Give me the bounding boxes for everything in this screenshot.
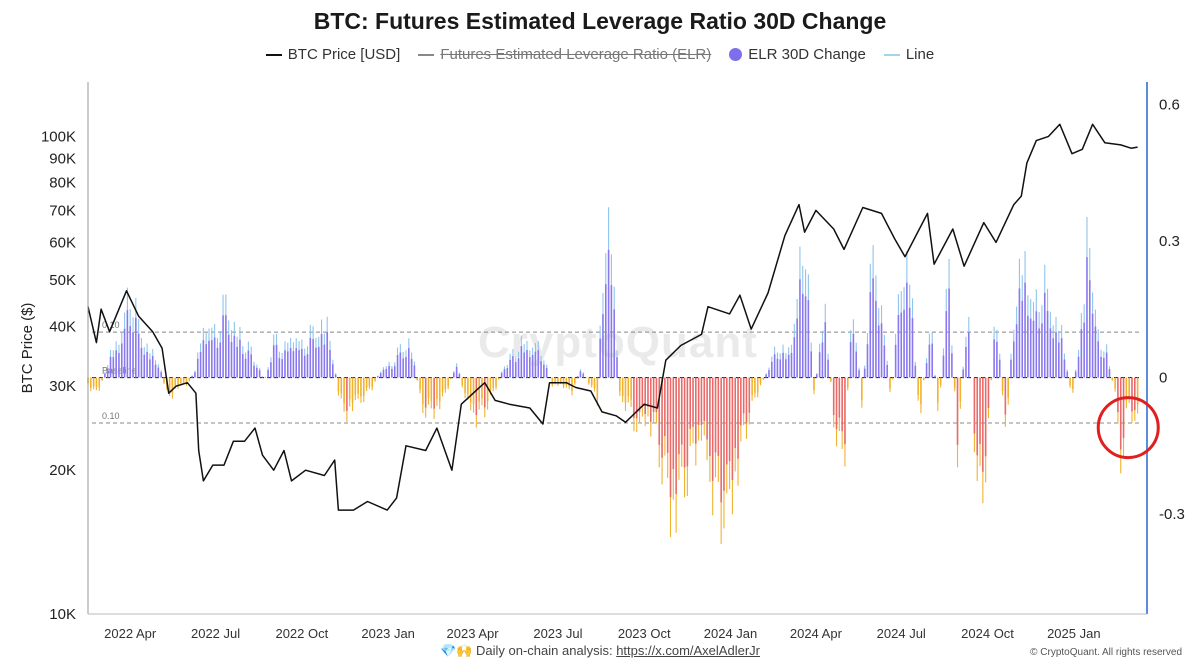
x-tick-label: 2022 Apr xyxy=(104,626,157,641)
chart-legend: BTC Price [USD] Futures Estimated Levera… xyxy=(0,46,1200,63)
axes: 10K 20K 30K 40K 50K 60K 70K 80K 90K 100K 0.6 0.3 0 -0… xyxy=(19,82,1185,641)
highlight-circle xyxy=(1096,396,1160,460)
annotations xyxy=(1096,396,1160,460)
y-left-tick-label: 60K xyxy=(49,234,76,251)
footer-link[interactable]: https://x.com/AxelAdlerJr xyxy=(616,643,760,658)
legend-label: Line xyxy=(905,46,935,63)
x-tick-label: 2024 Jul xyxy=(877,626,926,641)
x-tick-label: 2023 Apr xyxy=(447,626,500,641)
y-left-tick-label: 20K xyxy=(49,462,76,479)
x-tick-label: 2024 Jan xyxy=(704,626,758,641)
x-tick-label: 2023 Jan xyxy=(361,626,415,641)
reference-line-label: 0.10 xyxy=(102,320,120,330)
y-left-tick-label: 30K xyxy=(49,378,76,395)
legend-item-btc-price[interactable]: BTC Price [USD] xyxy=(265,46,401,63)
legend-label: BTC Price [USD] xyxy=(287,46,401,63)
y-axis-title: BTC Price ($) xyxy=(19,303,36,394)
x-tick-label: 2022 Oct xyxy=(275,626,328,641)
footer-prefix: Daily on-chain analysis: xyxy=(476,643,613,658)
y-left-tick-label: 70K xyxy=(49,202,76,219)
chart-title: BTC: Futures Estimated Leverage Ratio 30… xyxy=(313,8,887,34)
x-tick-label: 2025 Jan xyxy=(1047,626,1101,641)
reference-line-label: 0.10 xyxy=(102,411,120,421)
legend-label: Futures Estimated Leverage Ratio (ELR) xyxy=(440,46,712,63)
y-left-tick-label: 90K xyxy=(49,150,76,167)
btc-price-series xyxy=(87,123,1138,511)
btc-price-line xyxy=(87,123,1138,511)
y-left-tick-label: 10K xyxy=(49,606,76,623)
x-tick-label: 2024 Oct xyxy=(961,626,1014,641)
legend-item-elr-30d-change[interactable]: ELR 30D Change xyxy=(729,46,866,63)
x-tick-label: 2023 Jul xyxy=(533,626,582,641)
y-right-tick-label: 0 xyxy=(1159,370,1167,387)
y-left-tick-label: 80K xyxy=(49,175,76,192)
y-left-tick-label: 100K xyxy=(41,128,76,145)
legend-item-elr[interactable]: Futures Estimated Leverage Ratio (ELR) xyxy=(418,46,711,63)
legend-line-icon xyxy=(265,53,282,56)
y-left-tick-label: 40K xyxy=(49,318,76,335)
legend-dot-icon xyxy=(729,48,743,61)
x-tick-label: 2023 Oct xyxy=(618,626,671,641)
y-right-tick-label: 0.6 xyxy=(1159,97,1180,114)
diamond-hands-icon: 💎🙌 xyxy=(440,643,473,658)
y-right-tick-label: -0.3 xyxy=(1159,506,1185,523)
legend-item-line[interactable]: Line xyxy=(883,46,935,63)
copyright: © CryptoQuant. All rights reserved xyxy=(1030,647,1182,658)
elr-bars xyxy=(87,207,1139,544)
x-tick-label: 2024 Apr xyxy=(790,626,843,641)
x-tick-label: 2022 Jul xyxy=(191,626,240,641)
y-left-tick-label: 50K xyxy=(49,272,76,289)
y-right-tick-label: 0.3 xyxy=(1159,233,1180,250)
footer: 💎🙌 Daily on-chain analysis: https://x.co… xyxy=(0,643,1200,659)
legend-line-icon xyxy=(418,53,435,56)
legend-label: ELR 30D Change xyxy=(748,46,866,63)
legend-line-icon xyxy=(883,53,900,56)
